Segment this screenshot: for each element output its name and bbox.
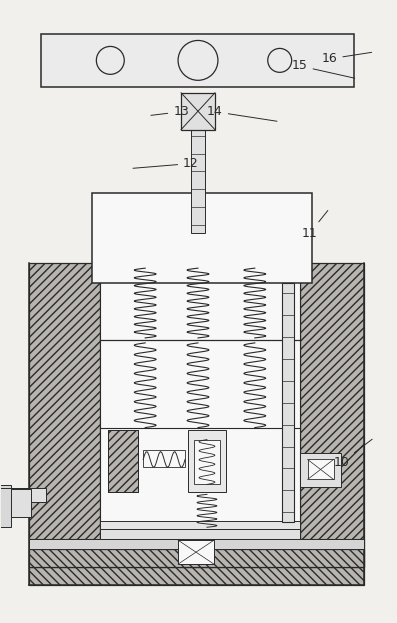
Polygon shape bbox=[300, 263, 364, 567]
Bar bbox=[300, 452, 341, 487]
Polygon shape bbox=[29, 539, 364, 567]
Bar bbox=[29, 549, 364, 567]
Text: 13: 13 bbox=[151, 105, 189, 118]
Bar bbox=[0, 485, 11, 527]
Bar bbox=[188, 430, 226, 492]
Bar bbox=[308, 460, 333, 480]
Polygon shape bbox=[108, 430, 138, 492]
Bar bbox=[191, 130, 205, 233]
Bar bbox=[143, 450, 185, 467]
Bar bbox=[40, 34, 355, 87]
Bar bbox=[100, 263, 300, 547]
Bar bbox=[1, 488, 46, 502]
Bar bbox=[108, 430, 138, 492]
Text: 11: 11 bbox=[302, 211, 328, 240]
Bar bbox=[93, 193, 312, 283]
Bar bbox=[194, 440, 220, 485]
Circle shape bbox=[96, 47, 124, 74]
Bar bbox=[100, 529, 300, 539]
Polygon shape bbox=[29, 263, 100, 567]
Circle shape bbox=[268, 49, 292, 72]
Bar bbox=[29, 539, 364, 549]
Text: 15: 15 bbox=[292, 59, 355, 78]
Text: 16: 16 bbox=[322, 52, 372, 65]
Bar bbox=[0, 490, 31, 517]
Text: 14: 14 bbox=[207, 105, 277, 121]
Text: 10: 10 bbox=[333, 439, 372, 469]
Bar bbox=[100, 521, 300, 529]
Bar bbox=[178, 540, 214, 564]
Text: 12: 12 bbox=[133, 157, 199, 170]
Circle shape bbox=[178, 40, 218, 80]
Bar bbox=[282, 283, 294, 522]
Polygon shape bbox=[29, 567, 364, 585]
Bar bbox=[181, 93, 215, 130]
